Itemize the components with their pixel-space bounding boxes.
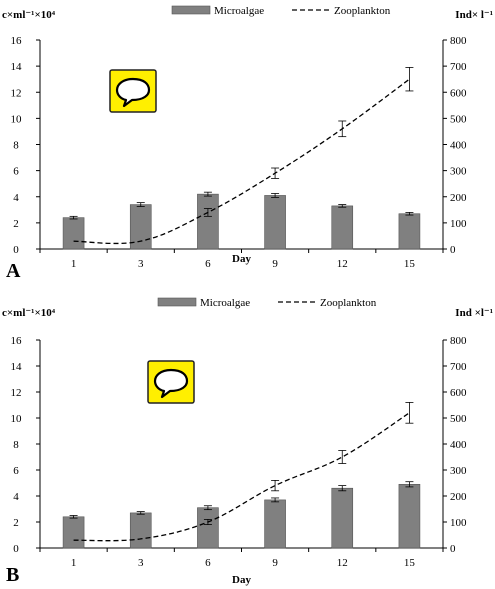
legend: Microalgae Zooplankton [157, 297, 377, 309]
x-tick-label: 1 [71, 557, 77, 569]
y-axis-label-right: Ind× l⁻¹ [455, 9, 493, 21]
y-tick-label-right: 600 [450, 87, 467, 99]
y-tick-label-left: 4 [13, 491, 19, 503]
legend: Microalgae Zooplankton [171, 5, 391, 17]
microalgae-bar [398, 483, 421, 549]
y-tick-label-left: 14 [11, 61, 23, 73]
microalgae-bar [264, 499, 286, 549]
zooplankton-line [73, 412, 410, 542]
y-tick-label-left: 12 [11, 87, 22, 99]
y-tick-label-right: 0 [450, 244, 456, 256]
y-axis-label-left: c×ml⁻¹×10⁴ [2, 307, 56, 319]
y-tick-label-left: 8 [13, 439, 19, 451]
speech-bubble-icon-shape [115, 77, 151, 108]
microalgae-bar [62, 516, 85, 549]
y-tick-label-left: 2 [13, 218, 19, 230]
x-axis-label: Day [232, 253, 251, 265]
y-tick-label-left: 10 [11, 113, 23, 125]
x-tick-label: 6 [205, 557, 211, 569]
microalgae-bar [264, 195, 286, 250]
y-tick-label-left: 4 [13, 192, 19, 204]
legend-swatch-microalgae [157, 297, 197, 307]
x-tick-label: 9 [272, 557, 278, 569]
microalgae-bar [331, 205, 354, 250]
x-tick-label: 6 [205, 258, 211, 270]
y-tick-label-left: 6 [13, 465, 19, 477]
y-tick-label-left: 10 [11, 413, 23, 425]
y-tick-label-right: 700 [450, 61, 467, 73]
speech-bubble-icon-shape [153, 368, 189, 399]
y-tick-label-right: 100 [450, 517, 467, 529]
chart-panel-b: 0 2 4 6 8 10 12 14 16 0 100 200 300 400 500 600 700 800 1 3… [2, 297, 493, 586]
legend-label-zooplankton: Zooplankton [320, 297, 377, 309]
speech-bubble-icon [109, 69, 157, 113]
y-tick-label-left: 16 [11, 335, 23, 347]
x-tick-label: 1 [71, 258, 77, 270]
y-tick-label-right: 300 [450, 166, 467, 178]
microalgae-bar [398, 213, 421, 250]
y-tick-label-right: 300 [450, 465, 467, 477]
y-tick-label-right: 600 [450, 387, 467, 399]
x-tick-label: 3 [138, 258, 144, 270]
microalgae-bar [62, 217, 85, 250]
panel-label: A [6, 260, 21, 282]
y-tick-label-left: 0 [13, 543, 19, 555]
y-tick-label-right: 800 [450, 35, 467, 47]
y-tick-label-right: 200 [450, 192, 467, 204]
y-tick-label-left: 0 [13, 244, 19, 256]
y-axis-label-left: c×ml⁻¹×10⁴ [2, 9, 56, 21]
microalgae-bar [331, 487, 354, 549]
x-tick-label: 12 [337, 557, 348, 569]
y-tick-label-right: 700 [450, 361, 467, 373]
y-tick-label-left: 12 [11, 387, 22, 399]
y-tick-label-right: 400 [450, 140, 467, 152]
microalgae-bar [129, 512, 152, 549]
y-tick-label-right: 0 [450, 543, 456, 555]
legend-label-microalgae: Microalgae [200, 297, 250, 309]
x-tick-label: 12 [337, 258, 348, 270]
microalgae-bar [197, 193, 219, 250]
x-tick-label: 9 [272, 258, 278, 270]
y-tick-label-right: 500 [450, 113, 467, 125]
y-tick-label-right: 800 [450, 335, 467, 347]
y-tick-label-right: 500 [450, 413, 467, 425]
y-tick-label-left: 16 [11, 35, 23, 47]
chart-panel-a: 0 2 4 6 8 10 12 14 16 0 100 200 300 400 500 600 700 800 1 3… [2, 5, 493, 282]
y-tick-label-left: 8 [13, 140, 19, 152]
legend-swatch-microalgae [171, 5, 211, 15]
x-tick-label: 15 [404, 557, 416, 569]
legend-label-microalgae: Microalgae [214, 5, 264, 17]
y-tick-label-left: 2 [13, 517, 19, 529]
x-axis-label: Day [232, 574, 251, 586]
x-tick-label: 15 [404, 258, 416, 270]
panel-label: B [6, 564, 19, 586]
y-tick-label-left: 14 [11, 361, 23, 373]
speech-bubble-icon [147, 360, 195, 404]
x-tick-label: 3 [138, 557, 144, 569]
y-tick-label-right: 100 [450, 218, 467, 230]
zooplankton-line [73, 78, 410, 245]
y-tick-label-right: 400 [450, 439, 467, 451]
y-tick-label-left: 6 [13, 166, 19, 178]
y-tick-label-right: 200 [450, 491, 467, 503]
y-axis-label-right: Ind ×l⁻¹ [455, 307, 493, 319]
legend-label-zooplankton: Zooplankton [334, 5, 391, 17]
microalgae-bar [197, 507, 219, 549]
